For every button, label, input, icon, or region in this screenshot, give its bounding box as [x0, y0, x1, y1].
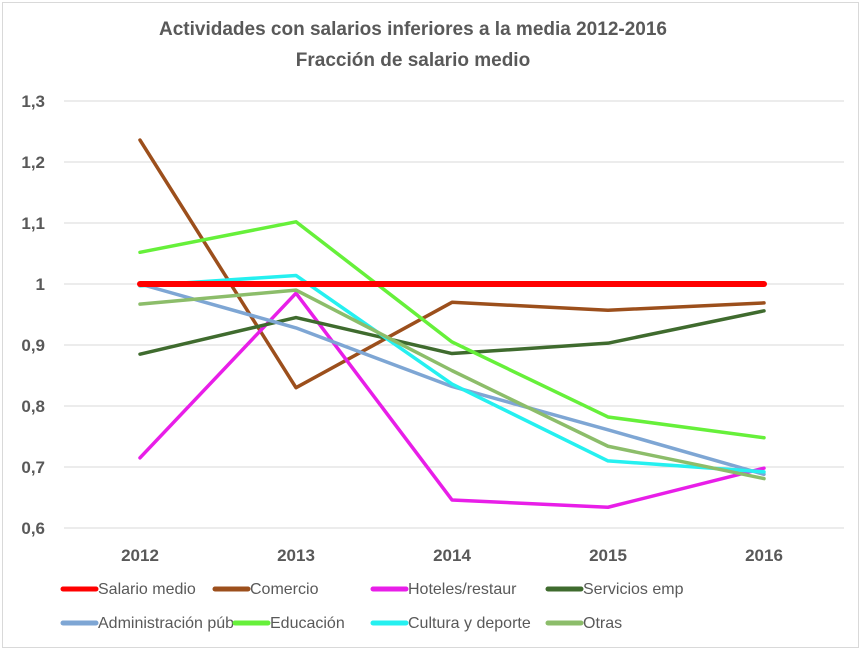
legend-item: Salario medio	[63, 581, 196, 598]
y-tick-label: 1,3	[21, 92, 45, 111]
series-line-comercio	[140, 140, 764, 388]
legend-item: Comercio	[215, 581, 319, 598]
y-tick-label: 1,1	[21, 214, 45, 233]
legend-label: Comercio	[250, 581, 319, 598]
legend-item: Servicios emp	[548, 581, 684, 598]
legend: Salario medio Comercio Hoteles/restaur Serv…	[63, 581, 684, 632]
legend-label: Hoteles/restaur	[408, 581, 517, 598]
y-tick-label: 0,7	[21, 458, 45, 477]
chart-frame: Actividades con salarios inferiores a la…	[2, 2, 859, 648]
legend-label: Cultura y deporte	[408, 615, 531, 632]
legend-item: Administración púb	[63, 615, 234, 632]
x-tick-label: 2013	[277, 546, 315, 565]
legend-item: Hoteles/restaur	[373, 581, 517, 598]
series-line-administración-púb	[140, 284, 764, 474]
x-tick-label: 2016	[745, 546, 783, 565]
series-lines	[140, 140, 764, 507]
legend-label: Salario medio	[98, 581, 196, 598]
series-line-servicios-emp	[140, 311, 764, 354]
y-tick-label: 1,2	[21, 153, 45, 172]
legend-label: Educación	[270, 615, 345, 632]
y-tick-label: 0,6	[21, 519, 45, 538]
y-tick-label: 0,9	[21, 336, 45, 355]
legend-label: Servicios emp	[583, 581, 684, 598]
x-tick-label: 2014	[433, 546, 471, 565]
series-line-hoteles-restaur	[140, 293, 764, 507]
y-axis-tick-labels: 1,3 1,2 1,1 1 0,9 0,8 0,7 0,6	[21, 92, 45, 538]
x-axis-tick-labels: 2012 2013 2014 2015 2016	[121, 546, 783, 565]
chart-subtitle: Fracción de salario medio	[296, 50, 530, 71]
y-tick-label: 1	[36, 275, 45, 294]
y-tick-label: 0,8	[21, 397, 45, 416]
x-tick-label: 2015	[589, 546, 627, 565]
legend-label: Administración púb	[98, 615, 234, 632]
legend-item: Otras	[548, 615, 622, 632]
legend-item: Educación	[235, 615, 345, 632]
line-chart: Actividades con salarios inferiores a la…	[3, 3, 863, 655]
chart-title: Actividades con salarios inferiores a la…	[159, 19, 667, 40]
x-tick-label: 2012	[121, 546, 159, 565]
series-line-cultura-y-deporte	[140, 275, 764, 471]
legend-label: Otras	[583, 615, 622, 632]
legend-item: Cultura y deporte	[373, 615, 531, 632]
